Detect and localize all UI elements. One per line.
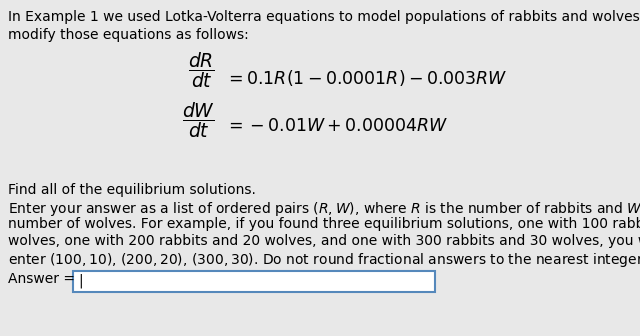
Text: number of wolves. For example, if you found three equilibrium solutions, one wit: number of wolves. For example, if you fo… bbox=[8, 217, 640, 231]
Text: $\dfrac{dR}{dt}$: $\dfrac{dR}{dt}$ bbox=[188, 50, 215, 90]
Text: $\dfrac{dW}{dt}$: $\dfrac{dW}{dt}$ bbox=[182, 100, 215, 140]
Text: $= -0.01W + 0.00004RW$: $= -0.01W + 0.00004RW$ bbox=[225, 118, 449, 135]
Text: Enter your answer as a list of ordered pairs $(R, W)$, where $R$ is the number o: Enter your answer as a list of ordered p… bbox=[8, 200, 640, 218]
Text: In Example 1 we used Lotka-Volterra equations to model populations of rabbits an: In Example 1 we used Lotka-Volterra equa… bbox=[8, 10, 640, 24]
Text: enter $(100, 10)$, $(200, 20)$, $(300, 30)$. Do not round fractional answers to : enter $(100, 10)$, $(200, 20)$, $(300, 3… bbox=[8, 251, 640, 269]
FancyBboxPatch shape bbox=[73, 271, 435, 292]
Text: wolves, one with 200 rabbits and 20 wolves, and one with 300 rabbits and 30 wolv: wolves, one with 200 rabbits and 20 wolv… bbox=[8, 234, 640, 248]
Text: Find all of the equilibrium solutions.: Find all of the equilibrium solutions. bbox=[8, 183, 256, 197]
Text: $= 0.1R(1 - 0.0001R) - 0.003RW$: $= 0.1R(1 - 0.0001R) - 0.003RW$ bbox=[225, 68, 507, 88]
Text: Answer =: Answer = bbox=[8, 272, 79, 286]
Text: |: | bbox=[78, 274, 83, 288]
Text: modify those equations as follows:: modify those equations as follows: bbox=[8, 28, 249, 42]
